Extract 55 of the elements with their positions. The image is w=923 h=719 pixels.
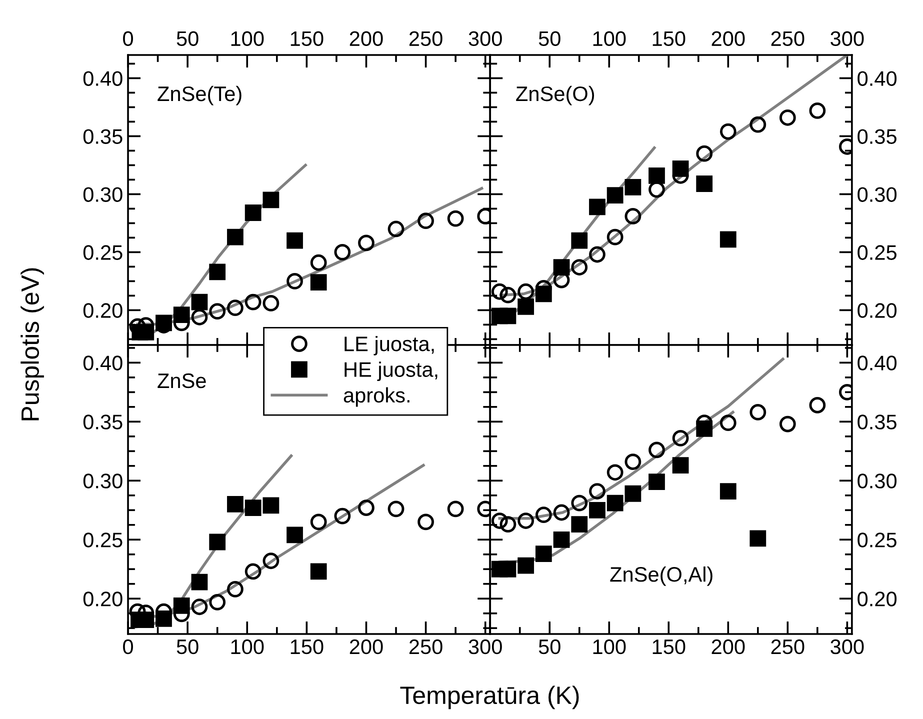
y-tick-label: 0.30 [858, 474, 897, 488]
y-tick-label: 0.40 [858, 71, 897, 86]
y-tick-label: 0.35 [83, 414, 122, 430]
y-tick-label: 0.20 [858, 592, 897, 606]
x-tick-label: 150 [290, 639, 324, 654]
x-tick-label: 200 [712, 31, 745, 46]
x-tick-label: 300 [468, 31, 502, 46]
legend-label: LE juosta, [344, 336, 434, 356]
y-tick-label: 0.30 [83, 187, 122, 202]
annotation: ZnSe(O,Al) [610, 566, 712, 586]
x-tick-label: 100 [593, 31, 626, 46]
y-tick-label: 0.35 [83, 129, 122, 144]
x-tick-label: 0 [123, 639, 133, 654]
y-axis-title: Pusplotis (eV) [20, 268, 44, 420]
y-tick-label: 0.20 [858, 303, 897, 318]
legend-label: aproks. [344, 387, 410, 407]
y-tick-label: 0.20 [83, 592, 122, 606]
x-tick-label: 300 [830, 31, 864, 46]
x-tick-label: 100 [231, 31, 264, 46]
x-tick-label: 100 [593, 639, 626, 654]
x-tick-label: 150 [652, 31, 686, 46]
x-tick-label: 200 [350, 639, 383, 654]
x-tick-label: 150 [290, 31, 324, 46]
y-tick-label: 0.35 [858, 414, 896, 430]
y-tick-label: 0.35 [858, 129, 896, 144]
x-tick-label: 250 [771, 639, 804, 654]
y-tick-label: 0.40 [83, 356, 122, 370]
x-tick-label: 100 [231, 639, 264, 654]
x-tick-label: 50 [176, 639, 198, 654]
y-tick-label: 0.25 [83, 532, 122, 548]
x-tick-label: 300 [468, 639, 502, 654]
x-tick-label: 250 [409, 31, 442, 46]
y-tick-label: 0.40 [858, 356, 897, 370]
y-tick-label: 0.25 [858, 532, 896, 548]
x-tick-label: 50 [538, 639, 560, 654]
x-tick-label: 250 [771, 31, 804, 46]
x-axis-title: Temperatūra (K) [400, 686, 579, 710]
legend-label: HE juosta, [344, 362, 438, 382]
annotation: ZnSe [158, 373, 206, 388]
x-tick-label: 50 [176, 31, 198, 46]
y-tick-label: 0.40 [83, 71, 122, 86]
y-tick-label: 0.30 [83, 474, 122, 488]
y-tick-label: 0.25 [83, 245, 122, 260]
x-tick-label: 50 [538, 31, 560, 46]
x-tick-label: 250 [409, 639, 442, 654]
annotation: ZnSe(Te) [158, 86, 242, 106]
annotation: ZnSe(O) [516, 86, 594, 106]
x-tick-label: 300 [830, 639, 864, 654]
x-tick-label: 0 [123, 31, 133, 46]
y-tick-label: 0.20 [83, 303, 122, 318]
x-tick-label: 200 [712, 639, 745, 654]
y-tick-label: 0.30 [858, 187, 897, 202]
x-tick-label: 200 [350, 31, 383, 46]
x-tick-label: 150 [652, 639, 686, 654]
y-tick-label: 0.25 [858, 245, 896, 260]
